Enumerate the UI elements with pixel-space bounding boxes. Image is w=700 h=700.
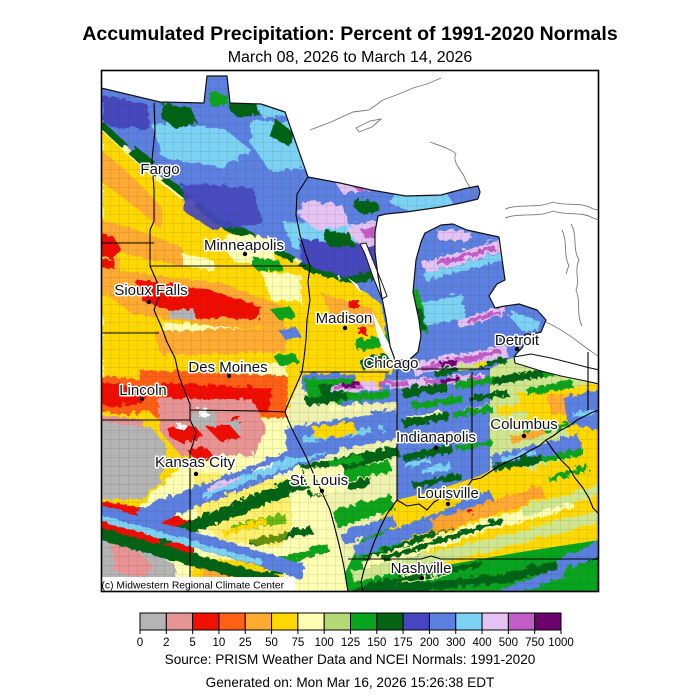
svg-text:Nashville: Nashville bbox=[391, 560, 452, 577]
svg-text:400: 400 bbox=[472, 637, 491, 649]
svg-text:March 08, 2026 to March 14, 20: March 08, 2026 to March 14, 2026 bbox=[228, 49, 473, 66]
svg-text:500: 500 bbox=[499, 637, 518, 649]
svg-text:Kansas City: Kansas City bbox=[155, 454, 236, 471]
svg-text:175: 175 bbox=[394, 637, 413, 649]
svg-text:Minneapolis: Minneapolis bbox=[204, 237, 284, 254]
svg-text:0: 0 bbox=[137, 637, 143, 649]
svg-text:750: 750 bbox=[525, 637, 544, 649]
svg-text:100: 100 bbox=[315, 637, 334, 649]
svg-text:St. Louis: St. Louis bbox=[290, 472, 348, 489]
svg-text:Columbus: Columbus bbox=[490, 416, 558, 433]
svg-text:5: 5 bbox=[189, 637, 195, 649]
svg-text:300: 300 bbox=[446, 637, 465, 649]
svg-text:Accumulated Precipitation: Per: Accumulated Precipitation: Percent of 19… bbox=[82, 23, 618, 45]
svg-text:50: 50 bbox=[265, 637, 278, 649]
svg-text:Fargo: Fargo bbox=[140, 161, 179, 178]
svg-text:Des Moines: Des Moines bbox=[188, 359, 267, 376]
svg-text:150: 150 bbox=[367, 637, 386, 649]
svg-text:Lincoln: Lincoln bbox=[119, 382, 167, 399]
svg-text:Chicago: Chicago bbox=[363, 355, 418, 372]
svg-text:1000: 1000 bbox=[548, 637, 574, 649]
svg-text:(c) Midwestern Regional Climat: (c) Midwestern Regional Climate Center bbox=[102, 581, 285, 592]
svg-text:125: 125 bbox=[341, 637, 360, 649]
svg-text:75: 75 bbox=[291, 637, 304, 649]
svg-text:Louisville: Louisville bbox=[417, 485, 479, 502]
svg-text:2: 2 bbox=[163, 637, 169, 649]
svg-text:Source: PRISM Weather Data and: Source: PRISM Weather Data and NCEI Norm… bbox=[165, 652, 536, 667]
svg-text:Indianapolis: Indianapolis bbox=[396, 429, 476, 446]
svg-text:200: 200 bbox=[420, 637, 439, 649]
svg-text:Sioux Falls: Sioux Falls bbox=[114, 282, 187, 299]
svg-text:Generated on: Mon Mar 16, 2026: Generated on: Mon Mar 16, 2026 15:26:38 … bbox=[206, 675, 495, 690]
svg-text:Detroit: Detroit bbox=[495, 332, 540, 349]
svg-text:25: 25 bbox=[239, 637, 252, 649]
svg-text:Madison: Madison bbox=[316, 310, 373, 327]
svg-text:10: 10 bbox=[213, 637, 226, 649]
